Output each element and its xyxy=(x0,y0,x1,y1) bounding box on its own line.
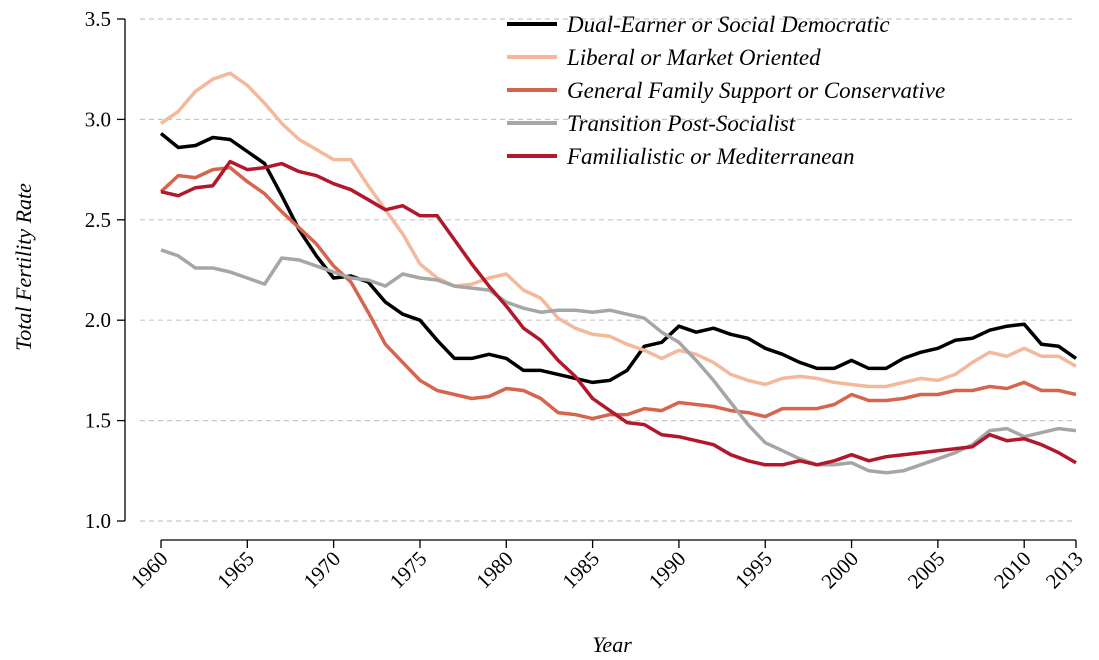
y-axis-label: Total Fertility Rate xyxy=(11,183,36,351)
y-tick-label: 3.5 xyxy=(85,7,111,31)
x-tick-label: 1960 xyxy=(126,547,173,594)
legend-label: Familialistic or Mediterranean xyxy=(566,144,854,169)
legend-label: General Family Support or Conservative xyxy=(567,78,945,103)
x-tick-label: 1995 xyxy=(730,547,777,594)
legend: Dual-Earner or Social Democratic Liberal … xyxy=(507,12,945,169)
x-tick-label: 1980 xyxy=(471,547,518,594)
y-tick-label: 1.5 xyxy=(85,409,111,433)
series-line xyxy=(160,159,1077,467)
legend-label: Liberal or Market Oriented xyxy=(566,45,821,70)
y-tick-label: 1.0 xyxy=(85,509,111,533)
series-line xyxy=(160,248,1077,475)
x-tick-label: 1970 xyxy=(299,547,346,594)
series-line xyxy=(160,71,1077,389)
x-tick-label: 2013 xyxy=(1041,547,1088,594)
y-tick-label: 3.0 xyxy=(85,107,111,131)
x-axis-label: Year xyxy=(592,632,632,657)
legend-label: Dual-Earner or Social Democratic xyxy=(566,12,890,37)
x-tick-label: 1975 xyxy=(385,547,432,594)
x-tick-label: 2000 xyxy=(816,547,863,594)
x-tick-label: 2005 xyxy=(903,547,950,594)
legend-label: Transition Post-Socialist xyxy=(567,111,796,136)
x-tick-label: 2010 xyxy=(989,547,1036,594)
series-line xyxy=(159,132,1078,385)
y-tick-label: 2.5 xyxy=(85,208,111,232)
y-tick-label: 2.0 xyxy=(85,308,111,332)
x-tick-label: 1990 xyxy=(644,547,691,594)
x-tick-label: 1965 xyxy=(212,547,259,594)
x-tick-label: 1985 xyxy=(557,547,604,594)
